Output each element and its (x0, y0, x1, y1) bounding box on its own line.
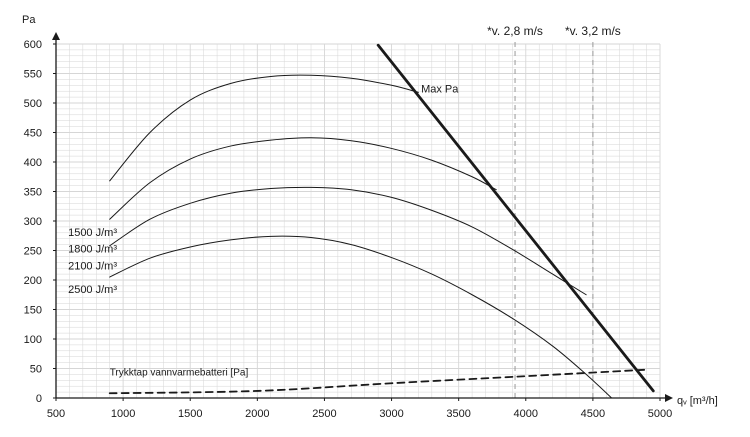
x-axis-label: qᵥ [m³/h] (677, 395, 718, 407)
series-line-2100-j-m (109, 137, 497, 220)
y-tick-label: 250 (24, 246, 42, 258)
y-tick-label: 0 (36, 393, 42, 405)
series-label: 1800 J/m³ (68, 244, 117, 256)
x-tick-label: 2500 (312, 408, 336, 420)
series (108, 43, 655, 399)
y-tick-label: 50 (30, 364, 42, 376)
y-tick-label: 550 (24, 69, 42, 81)
series-label: Max Pa (421, 83, 459, 95)
x-axis-arrow (665, 394, 673, 402)
y-tick-label: 600 (24, 39, 42, 51)
series-line-trykktap-vannvarmebatteri-pa (108, 368, 648, 395)
x-tick-label: 2000 (245, 408, 269, 420)
y-axis-arrow (52, 32, 60, 40)
y-tick-label: 150 (24, 305, 42, 317)
x-tick-label: 4000 (514, 408, 538, 420)
y-tick-label: 450 (24, 128, 42, 140)
x-tick-label: 5000 (648, 408, 672, 420)
series-label: 2500 J/m³ (68, 284, 117, 296)
x-tick-label: 3000 (379, 408, 403, 420)
series-line-2500-j-m (109, 74, 419, 182)
y-axis-label: Pa (22, 14, 36, 26)
y-tick-label: 300 (24, 216, 42, 228)
series-label: 2100 J/m³ (68, 260, 117, 272)
x-tick-label: 4500 (581, 408, 605, 420)
y-tick-label: 350 (24, 187, 42, 199)
x-tick-label: 1500 (178, 408, 202, 420)
series-label: 1500 J/m³ (68, 227, 117, 239)
series-line-1800-j-m (109, 186, 587, 296)
reference-lines (514, 42, 594, 398)
y-tick-label: 500 (24, 98, 42, 110)
y-tick-label: 100 (24, 334, 42, 346)
series-line-max-pa (376, 43, 655, 393)
x-tick-label: 1000 (111, 408, 135, 420)
x-tick-label: 500 (47, 408, 65, 420)
reference-line-label: *v. 2,8 m/s (487, 24, 543, 38)
series-line-1500-j-m (109, 235, 613, 399)
x-tick-label: 3500 (446, 408, 470, 420)
labels: *v. 2,8 m/s *v. 3,2 m/s 2500 J/m³ 2100 J/m³… (22, 14, 718, 420)
axes (52, 32, 673, 402)
reference-line-label: *v. 3,2 m/s (565, 24, 621, 38)
y-tick-label: 400 (24, 157, 42, 169)
y-tick-label: 200 (24, 275, 42, 287)
series-label: Trykktap vannvarmebatteri [Pa] (110, 367, 249, 378)
